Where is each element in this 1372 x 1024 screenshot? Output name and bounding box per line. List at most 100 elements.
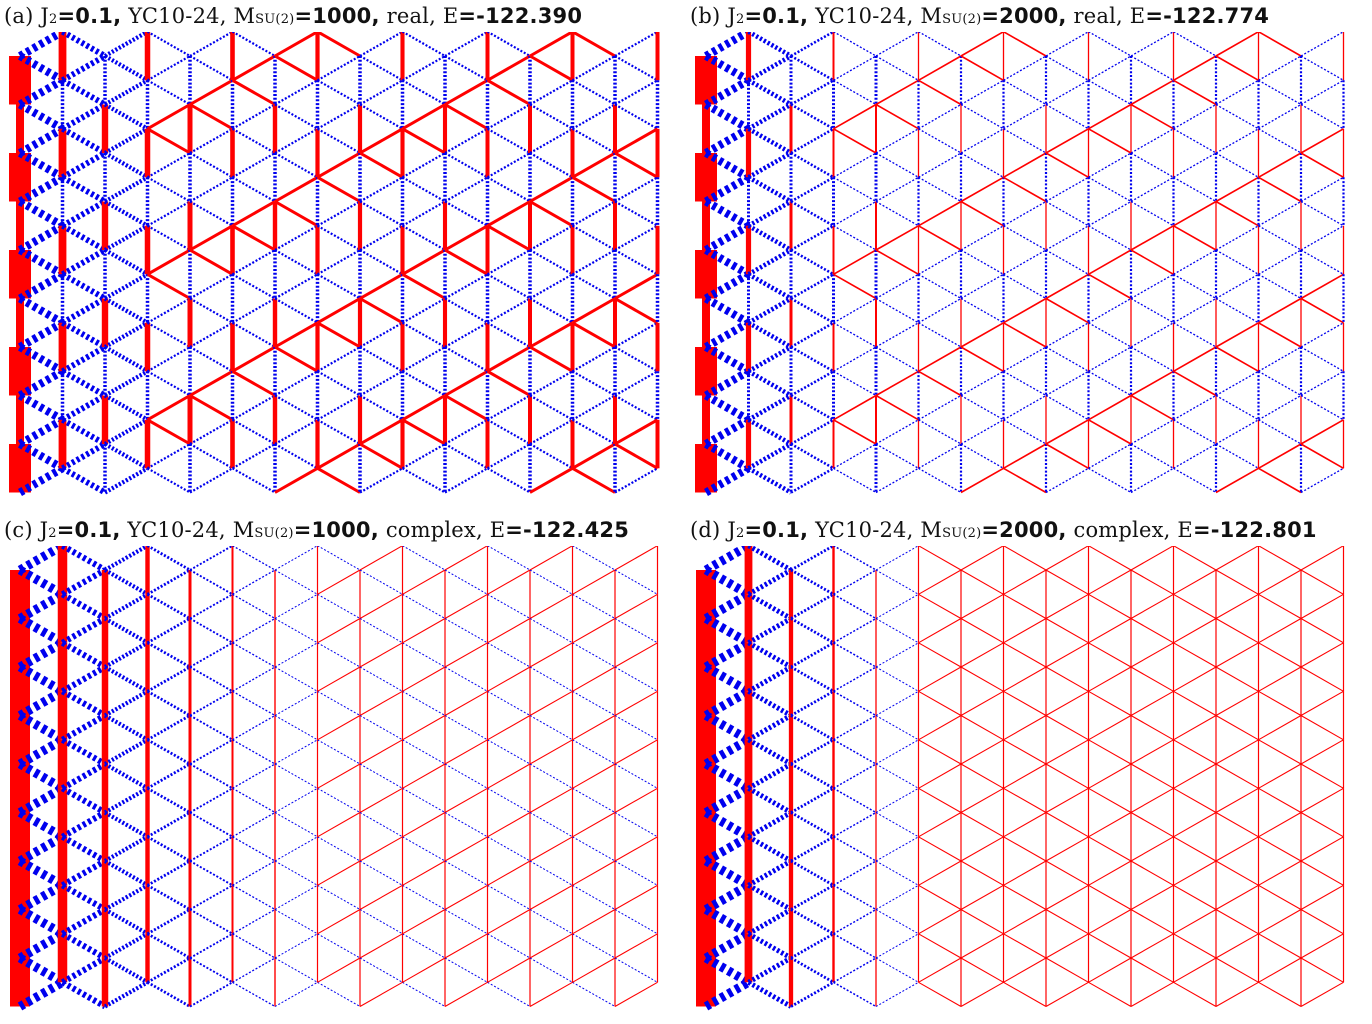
weak-bond <box>918 176 962 203</box>
weak-bond <box>747 640 793 670</box>
weak-bond <box>875 860 919 886</box>
lattice-b <box>695 32 1345 496</box>
strong-bond <box>1300 739 1344 765</box>
panel-a: (a) J2=0.1, YC10-24, MSU(2)=1000, real, … <box>0 0 672 500</box>
strong-bond <box>1300 884 1344 910</box>
weak-bond <box>747 713 793 742</box>
strong-bond <box>146 394 191 422</box>
strong-bond <box>1215 569 1259 595</box>
strong-bond <box>1173 812 1217 838</box>
weak-bond <box>17 546 65 574</box>
strong-bond <box>1003 593 1047 619</box>
weak-bond <box>833 546 877 571</box>
weak-bond <box>189 593 233 620</box>
strong-bond <box>1003 297 1047 324</box>
weak-bond <box>529 297 574 324</box>
strong-bond <box>960 715 1004 741</box>
strong-bond <box>487 715 531 741</box>
strong-bond <box>833 394 877 421</box>
panel-label: (a) <box>4 4 34 28</box>
strong-bond <box>960 593 1004 619</box>
weak-bond <box>232 811 276 838</box>
strong-bond <box>1088 933 1132 959</box>
strong-bond <box>1258 836 1302 862</box>
weak-bond <box>1130 200 1174 227</box>
weak-bond <box>833 152 877 178</box>
weak-bond <box>189 835 233 862</box>
strong-bond <box>918 957 962 983</box>
weak-bond <box>833 860 877 886</box>
weak-bond <box>444 55 489 82</box>
weak-bond <box>747 689 793 718</box>
strong-bond <box>316 321 361 349</box>
weak-bond <box>317 884 361 910</box>
weak-bond <box>487 593 531 619</box>
weak-bond <box>103 980 149 1009</box>
strong-bond <box>1258 739 1302 765</box>
strong-bond <box>571 466 616 494</box>
weak-bond <box>486 103 531 130</box>
weak-bond <box>189 666 233 693</box>
strong-bond <box>1003 467 1047 494</box>
weak-bond <box>402 981 446 1007</box>
weak-bond <box>833 322 877 348</box>
strong-bond <box>1300 593 1344 619</box>
weak-bond <box>103 126 149 155</box>
strong-bond <box>359 933 403 959</box>
weak-bond <box>274 981 318 1007</box>
weak-bond <box>444 909 488 935</box>
strong-bond <box>1300 981 1344 1007</box>
weak-bond <box>790 200 835 227</box>
weak-bond <box>1003 394 1047 421</box>
strong-bond <box>918 884 962 910</box>
weak-bond <box>146 787 191 814</box>
weak-bond <box>1300 32 1344 57</box>
weak-bond <box>232 836 276 862</box>
strong-bond <box>529 981 573 1007</box>
strong-bond <box>1003 787 1047 813</box>
strong-bond <box>1088 812 1132 838</box>
strong-bond <box>402 715 446 741</box>
strong-bond <box>875 370 919 397</box>
weak-bond <box>747 955 793 985</box>
strong-bond <box>529 836 573 862</box>
strong-bond <box>918 787 962 813</box>
strong-bond <box>1088 593 1132 619</box>
weak-bond <box>232 546 276 571</box>
weak-bond <box>359 79 404 106</box>
weak-bond <box>487 981 531 1007</box>
strong-bond <box>918 836 962 862</box>
weak-bond <box>60 712 107 743</box>
weak-bond <box>1130 419 1174 445</box>
strong-bond <box>486 369 531 397</box>
strong-bond <box>960 55 1004 81</box>
weak-bond <box>486 297 531 324</box>
strong-bond <box>960 322 1004 348</box>
weak-bond <box>61 368 107 399</box>
weak-bond <box>1300 79 1344 106</box>
strong-bond <box>529 466 574 494</box>
strong-bond <box>444 836 488 862</box>
weak-bond <box>444 273 489 300</box>
strong-bond <box>146 272 191 300</box>
strong-bond <box>833 249 877 275</box>
weak-bond <box>60 761 107 791</box>
weak-bond <box>1215 297 1259 324</box>
weak-bond <box>918 443 962 469</box>
weak-bond <box>704 440 751 472</box>
weak-bond <box>875 812 919 838</box>
weak-bond <box>18 343 65 375</box>
weak-bond <box>486 249 531 276</box>
strong-bond <box>875 249 919 275</box>
weak-bond <box>274 249 319 276</box>
strong-bond <box>1088 715 1132 741</box>
strong-bond <box>833 273 877 300</box>
weak-bond <box>274 127 319 154</box>
weak-bond <box>146 665 191 693</box>
strong-bond <box>875 79 919 106</box>
weak-bond <box>918 322 962 348</box>
weak-bond <box>529 909 573 935</box>
weak-bond <box>232 933 276 959</box>
strong-bond <box>317 812 361 838</box>
strong-bond <box>402 909 446 935</box>
